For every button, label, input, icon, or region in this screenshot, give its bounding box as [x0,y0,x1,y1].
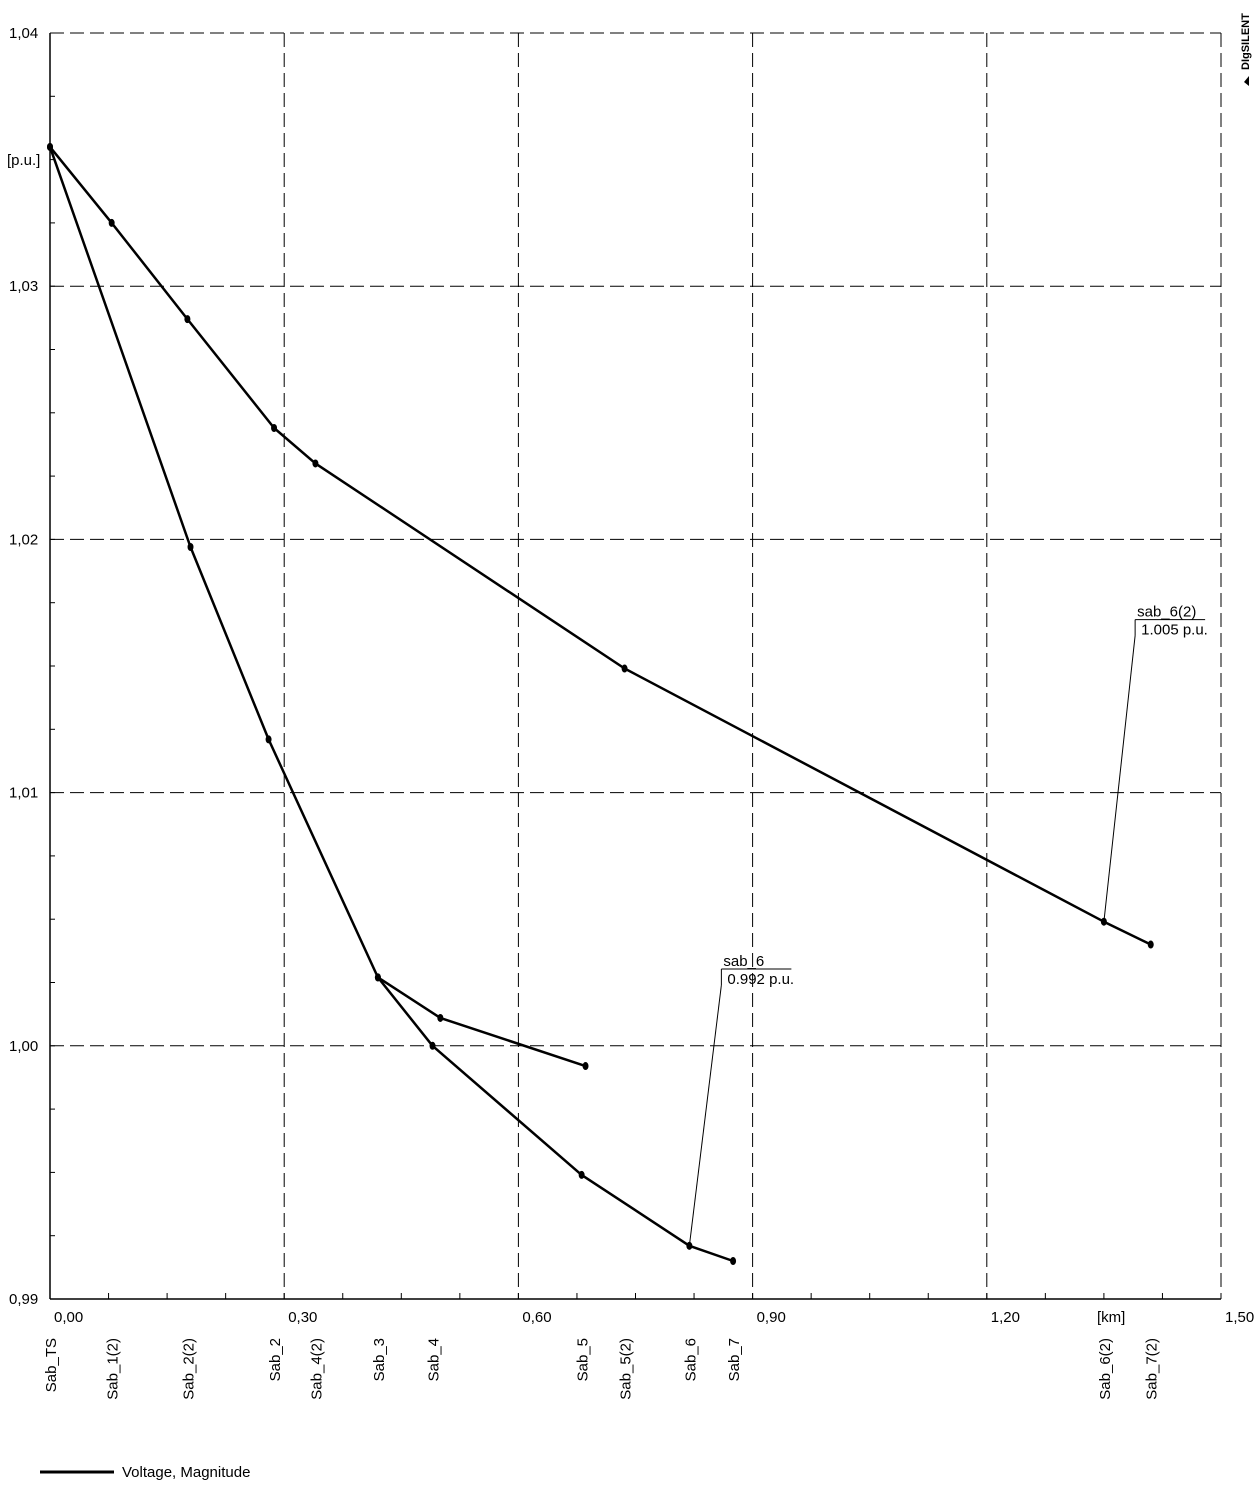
bus-label: Sab_5 [575,1338,592,1381]
bus-label: Sab_2(2) [180,1338,197,1400]
bus-label: Sab_4(2) [308,1338,325,1400]
data-series [48,146,1152,1263]
annotation-value: 0.992 p.u. [727,971,794,988]
series-line [376,976,734,1263]
data-point [582,1062,589,1071]
brand-watermark: DIgSILENT [1240,13,1252,86]
annotation-value: 1.005 p.u. [1141,622,1208,639]
y-tick-label: 1,02 [9,531,38,548]
y-tick-label: 1,04 [9,25,38,42]
bus-label: Sab_6 [682,1338,699,1381]
x-tick-label: 1,20 [991,1309,1020,1326]
brand-text: DIgSILENT [1240,13,1252,70]
data-point [108,218,115,227]
data-point [47,142,53,151]
annotation: sab_6(2)1.005 p.u. [1103,604,1208,922]
annotation-name: sab_6 [723,953,764,970]
legend: Voltage, Magnitude [40,1464,250,1481]
data-points [47,142,1154,1266]
bus-label: Sab_TS [43,1338,60,1392]
bus-labels: Sab_TS Sab_1(2) Sab_2(2) Sab_2 Sab_4(2) Sab_3… [43,1338,1161,1400]
data-point [312,459,319,468]
y-tick-label: 1,01 [9,785,38,802]
bus-label: Sab_7 [726,1338,743,1381]
annotation-name: sab_6(2) [1137,604,1196,621]
bus-label: Sab_3 [371,1338,388,1381]
y-axis-label: [p.u.] [7,152,40,169]
x-tick-label: 0,30 [288,1309,317,1326]
data-point [578,1170,585,1179]
grid-lines [50,32,1222,1299]
bus-label: Sab_7(2) [1144,1338,1161,1400]
x-axis-label: [km] [1097,1309,1125,1326]
legend-entry: Voltage, Magnitude [122,1464,250,1481]
bus-label: Sab_4 [426,1338,443,1381]
bus-label: Sab_2 [267,1338,284,1381]
y-tick-label: 1,00 [9,1038,38,1055]
x-tick-label: 0,90 [757,1309,786,1326]
x-tick-label: 1,50 [1225,1309,1254,1326]
series-line [48,146,586,1068]
series-line [49,146,1152,946]
data-point [621,664,628,673]
tick-labels: 0,00 0,30 0,60 0,90 1,20 1,50 1,04 1,03 1,02 1,01… [9,25,1254,1326]
bus-label: Sab_5(2) [618,1338,635,1400]
data-point [437,1013,444,1022]
data-point [374,973,381,982]
data-point [730,1257,737,1266]
x-tick-label: 0,00 [54,1309,83,1326]
data-point [1147,940,1154,949]
x-tick-label: 0,60 [522,1309,551,1326]
annotation-leader [1103,635,1136,922]
annotation: sab_60.992 p.u. [688,953,794,1246]
y-tick-label: 1,03 [9,278,38,295]
axes [49,32,1222,1300]
y-tick-label: 0,99 [9,1291,38,1308]
brand-arrow-icon [1244,76,1249,86]
data-point [271,423,278,432]
data-point [187,542,194,551]
bus-label: Sab_6(2) [1097,1338,1114,1400]
bus-label: Sab_1(2) [105,1338,122,1400]
data-point [184,315,191,324]
data-point [429,1041,436,1050]
data-point [265,735,272,744]
annotations: sab_6(2)1.005 p.u. sab_60.992 p.u. [688,604,1208,1246]
annotation-leader [688,984,722,1246]
